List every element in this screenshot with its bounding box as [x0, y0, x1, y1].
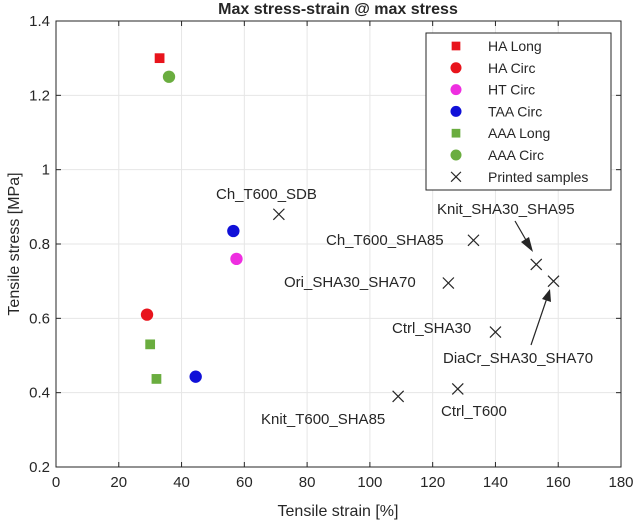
x-tick-label: 60	[236, 474, 253, 491]
data-point-ha-circ	[140, 308, 154, 321]
data-point-printed-samples	[547, 275, 560, 288]
legend: HA Long HA Circ HT Circ TAA Circ AAA Long AAA…	[425, 32, 612, 191]
legend-marker-ht-circ	[450, 84, 462, 96]
legend-label-aaa-long: AAA Long	[488, 125, 550, 141]
legend-label-ht-circ: HT Circ	[488, 82, 535, 98]
data-points	[140, 53, 560, 403]
point-annotations: Ch_T600_SDB Ch_T600_SHA85 Ori_SHA30_SHA7…	[216, 186, 593, 428]
x-marker-stroke	[392, 390, 405, 403]
x-tick-label: 160	[546, 474, 571, 491]
legend-marker-ha-circ	[450, 62, 462, 74]
x-tick-label: 140	[483, 474, 508, 491]
data-point-printed-samples	[392, 390, 405, 403]
data-point-ha-long	[154, 53, 165, 64]
x-tick-label: 180	[608, 474, 633, 491]
x-tick-label: 40	[173, 474, 190, 491]
y-axis-label: Tensile stress [MPa]	[6, 172, 23, 315]
data-point-taa-circ	[189, 370, 202, 383]
data-point-aaa-circ	[162, 70, 176, 83]
x-marker-stroke	[489, 326, 502, 339]
data-point-printed-samples	[451, 383, 464, 395]
x-marker-stroke	[530, 258, 543, 271]
chart-title: Max stress-strain @ max stress	[218, 1, 458, 18]
y-tick-label: 0.4	[29, 385, 50, 402]
data-point-aaa-long	[145, 339, 156, 350]
x-axis-label: Tensile strain [%]	[278, 503, 399, 520]
legend-label-ha-long: HA Long	[488, 38, 542, 54]
arrow-head-knit-sha30-sha95	[521, 237, 533, 252]
arrow-diacr-sha30-sha70	[530, 294, 549, 346]
legend-label-ha-circ: HA Circ	[488, 60, 535, 76]
x-tick-label: 80	[299, 474, 316, 491]
y-tick-label: 0.6	[29, 310, 50, 327]
data-point-printed-samples	[442, 277, 455, 289]
legend-label-printed-samples: Printed samples	[488, 169, 588, 185]
annotation-ori-sha30-sha70: Ori_SHA30_SHA70	[284, 274, 416, 291]
legend-marker-aaa-circ	[450, 149, 462, 161]
annotation-ctrl-t600: Ctrl_T600	[441, 403, 507, 420]
y-tick-label: 1	[42, 162, 50, 179]
annotation-knit-sha30-sha95: Knit_SHA30_SHA95	[437, 201, 575, 218]
x-tick-label: 20	[110, 474, 127, 491]
annotation-ch-t600-sdb: Ch_T600_SDB	[216, 186, 317, 203]
data-point-printed-samples	[467, 234, 480, 247]
y-tick-label: 1.4	[29, 13, 50, 30]
x-marker-stroke	[467, 234, 480, 247]
annotation-ch-t600-sha85: Ch_T600_SHA85	[326, 232, 444, 249]
legend-label-taa-circ: TAA Circ	[488, 103, 542, 119]
x-marker-stroke	[450, 171, 462, 183]
y-tick-label: 1.2	[29, 87, 50, 104]
data-point-printed-samples	[530, 258, 543, 271]
x-tick-label: 120	[420, 474, 445, 491]
legend-marker-aaa-long	[451, 128, 461, 138]
data-point-printed-samples	[489, 326, 502, 339]
annotation-diacr-sha30-sha70: DiaCr_SHA30_SHA70	[443, 350, 593, 367]
x-marker-stroke	[547, 275, 560, 288]
axis-ticks: 0 20 40 60 80 100 120 140 160 180 0.2 0.4 0.6 0.8 1 1.2…	[29, 13, 633, 491]
x-marker-stroke	[272, 208, 285, 221]
y-tick-label: 0.8	[29, 236, 50, 253]
arrow-head-diacr-sha30-sha70	[542, 289, 551, 302]
legend-marker-printed-samples	[450, 171, 462, 183]
y-tick-label: 0.2	[29, 459, 50, 476]
x-tick-label: 100	[357, 474, 382, 491]
data-point-ht-circ	[230, 252, 243, 266]
data-point-taa-circ	[227, 224, 240, 238]
data-point-aaa-long	[151, 374, 162, 384]
annotation-knit-t600-sha85: Knit_T600_SHA85	[261, 411, 385, 428]
legend-label-aaa-circ: AAA Circ	[488, 147, 544, 163]
x-tick-label: 0	[52, 474, 60, 491]
legend-marker-taa-circ	[450, 105, 462, 117]
annotation-ctrl-sha30: Ctrl_SHA30	[392, 320, 471, 337]
x-marker-stroke	[442, 277, 455, 289]
legend-marker-ha-long	[451, 41, 461, 51]
data-point-printed-samples	[272, 208, 285, 221]
x-marker-stroke	[451, 383, 464, 395]
